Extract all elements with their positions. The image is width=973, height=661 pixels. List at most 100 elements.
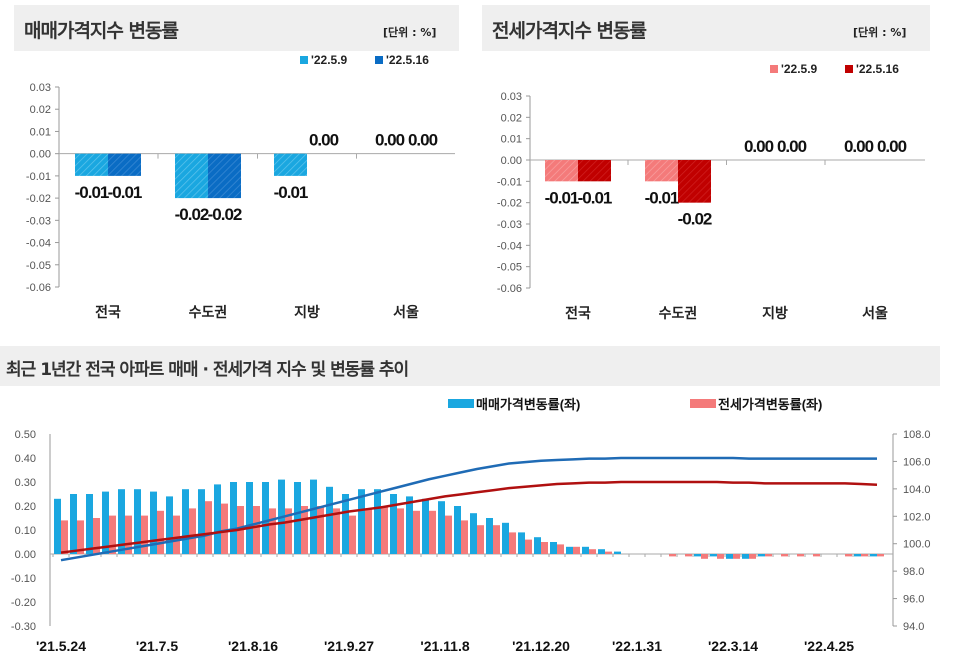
sale-ytick-label: -0.05 [26, 260, 51, 272]
jeonse-change-bar [589, 549, 596, 554]
sale-data-label: 0.00 [375, 131, 405, 150]
jeonse-ytick-label: 0.03 [501, 91, 522, 103]
sale-category-label: 전국 [95, 304, 121, 320]
sale-ytick-label: -0.01 [26, 171, 51, 183]
sale-change-bar [182, 489, 189, 554]
jeonse-bar [578, 160, 611, 182]
jeonse-change-bar [797, 554, 804, 557]
sale-change-bar [614, 551, 621, 554]
sale-change-bar [470, 513, 477, 554]
jeonse-index-line [60, 480, 878, 554]
x-tick-label: '21.5.24 [36, 638, 86, 654]
left-ytick-label: 0.50 [15, 429, 36, 441]
sale-legend-swatch [375, 56, 383, 64]
sale-change-bar [870, 554, 877, 557]
jeonse-change-bar [717, 554, 724, 559]
sale-ytick-label: 0.02 [30, 104, 51, 116]
sale-legend-swatch [448, 399, 474, 408]
trend-title-bar [0, 346, 940, 386]
right-ytick-label: 100.0 [903, 539, 931, 551]
x-tick-label: '22.4.25 [804, 638, 854, 654]
sale-category-label: 서울 [393, 304, 419, 320]
jeonse-change-bar [285, 508, 292, 554]
jeonse-category-label: 전국 [565, 305, 591, 321]
jeonse-change-bar [733, 554, 740, 559]
right-ytick-label: 106.0 [903, 456, 931, 468]
sale-change-bar [598, 549, 605, 554]
left-ytick-label: 0.00 [15, 549, 36, 561]
jeonse-change-bar [141, 515, 148, 554]
jeonse-change-bar [77, 520, 84, 554]
jeonse-ytick-label: -0.06 [497, 283, 522, 295]
left-ytick-label: 0.40 [15, 453, 36, 465]
sale-change-bar [54, 498, 61, 554]
jeonse-legend-swatch [770, 65, 778, 73]
jeonse-change-bar [109, 515, 116, 554]
sale-bar [208, 153, 241, 199]
sale-change-bar [214, 484, 221, 554]
jeonse-change-bar [605, 551, 612, 554]
sale-bar [75, 153, 108, 176]
jeonse-bar [545, 160, 578, 182]
jeonse-category-label: 서울 [862, 305, 888, 321]
sale-change-bar [406, 496, 413, 554]
jeonse-change-bar [429, 510, 436, 554]
right-ytick-label: 94.0 [903, 621, 924, 633]
right-ytick-label: 108.0 [903, 429, 931, 441]
jeonse-change-bar [173, 515, 180, 554]
sale-change-bar [758, 554, 765, 557]
sale-chart-title: 매매가격지수 변동률 [24, 20, 179, 42]
jeonse-change-bar [301, 506, 308, 554]
sale-ytick-label: -0.02 [26, 193, 51, 205]
jeonse-change-bar [157, 510, 164, 554]
left-ytick-label: 0.20 [15, 501, 36, 513]
sale-bar [175, 153, 208, 199]
x-tick-label: '21.12.20 [512, 638, 570, 654]
jeonse-chart-title: 전세가격지수 변동률 [492, 20, 647, 42]
jeonse-data-label: -0.02 [678, 210, 712, 229]
jeonse-change-bar [573, 546, 580, 554]
sale-ytick-label: -0.06 [26, 282, 51, 294]
jeonse-data-label: 0.00 [877, 137, 907, 156]
sale-change-bar [582, 546, 589, 554]
sale-ytick-label: -0.03 [26, 215, 51, 227]
sale-change-bar [102, 491, 109, 554]
jeonse-change-bar [861, 554, 868, 557]
sale-change-bar [422, 498, 429, 554]
sale-data-label: -0.01 [108, 183, 142, 202]
jeonse-legend-swatch [845, 65, 853, 73]
sale-change-bar [550, 542, 557, 554]
sale-ytick-label: 0.03 [30, 82, 51, 94]
jeonse-change-bar [365, 508, 372, 554]
right-ytick-label: 102.0 [903, 511, 931, 523]
jeonse-data-label: 0.00 [744, 137, 774, 156]
sale-change-bar [150, 491, 157, 554]
jeonse-change-bar [685, 554, 692, 557]
sale-change-bar [534, 537, 541, 554]
x-tick-label: '21.8.16 [228, 638, 278, 654]
sale-change-bar [294, 482, 301, 554]
jeonse-change-bar [781, 554, 788, 557]
sale-change-bar [854, 554, 861, 557]
x-tick-label: '21.9.27 [324, 638, 374, 654]
jeonse-change-bar [461, 520, 468, 554]
sale-change-bar [230, 482, 237, 554]
jeonse-change-bar [877, 554, 884, 557]
jeonse-change-bar [269, 508, 276, 554]
sale-change-bar [358, 489, 365, 554]
jeonse-ytick-label: 0.00 [501, 155, 522, 167]
sale-legend-label: '22.5.9 [311, 53, 348, 67]
sale-legend-label: 매매가격변동률(좌) [476, 397, 580, 412]
sale-change-bar [262, 482, 269, 554]
sale-data-label: -0.01 [75, 183, 109, 202]
jeonse-ytick-label: 0.02 [501, 112, 522, 124]
x-tick-label: '22.1.31 [612, 638, 662, 654]
jeonse-ytick-label: -0.04 [497, 240, 522, 252]
jeonse-change-bar [701, 554, 708, 559]
jeonse-legend-label: 전세가격변동률(좌) [718, 397, 822, 412]
jeonse-ytick-label: -0.03 [497, 219, 522, 231]
x-tick-label: '21.11.8 [420, 638, 469, 654]
sale-change-bar [374, 489, 381, 554]
sale-change-bar [390, 494, 397, 554]
sale-data-label: -0.02 [175, 205, 209, 224]
